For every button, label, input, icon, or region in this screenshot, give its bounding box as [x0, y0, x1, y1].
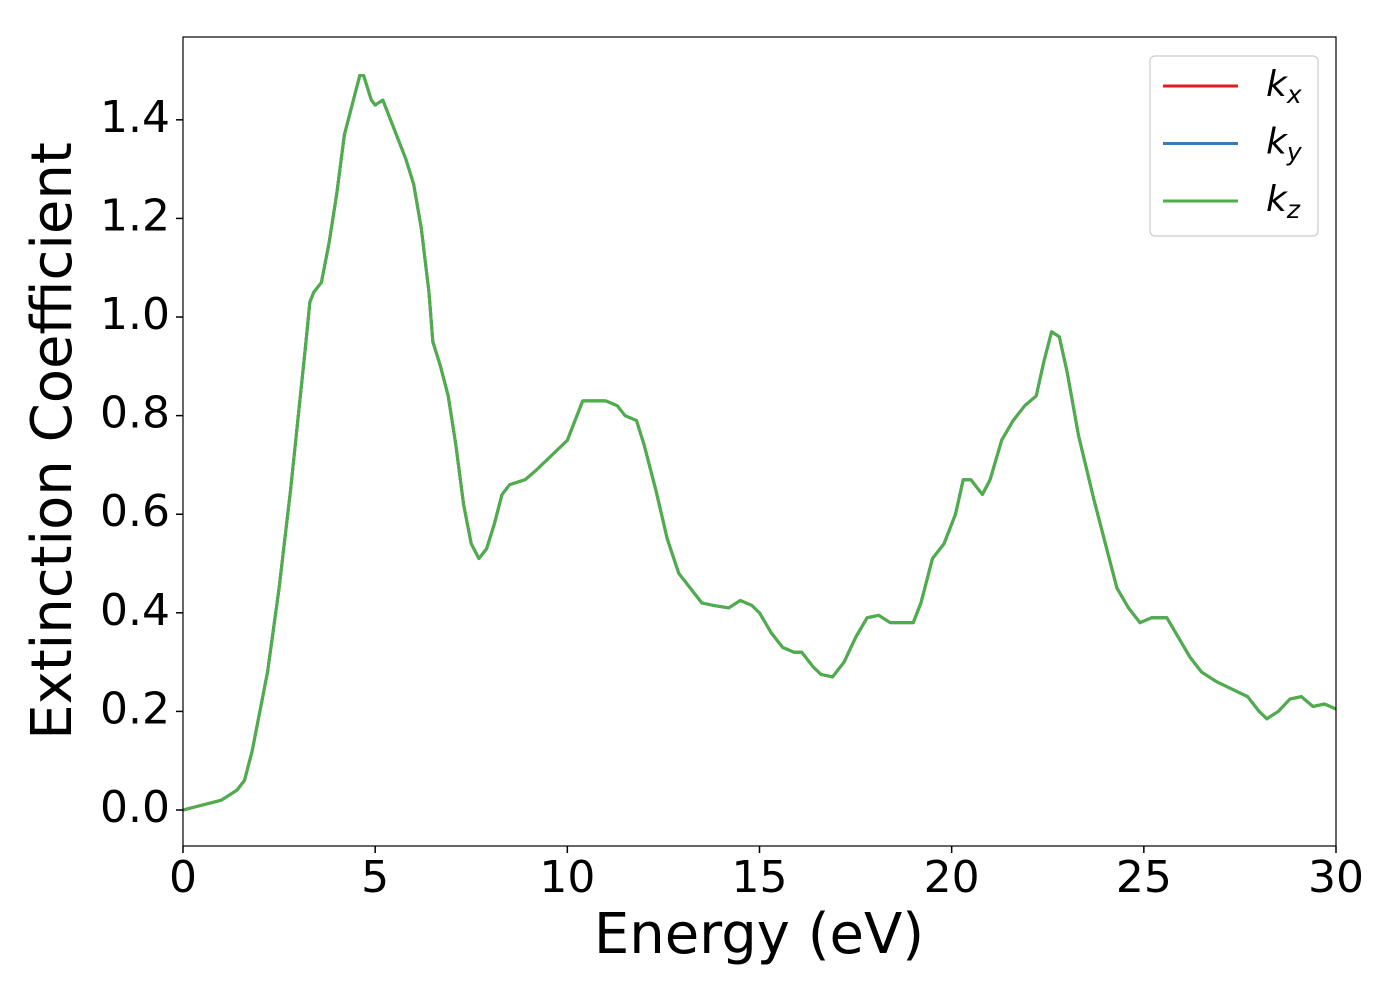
legend-label: ky: [1266, 122, 1303, 167]
y-tick-label: 0.8: [100, 388, 170, 439]
plot-lines: [183, 73, 1336, 812]
y-tick-label: 0.2: [100, 683, 170, 734]
x-tick-label: 5: [361, 852, 389, 903]
legend-box: [1149, 55, 1319, 237]
y-tick-label: 0.4: [100, 585, 170, 636]
x-axis-label: Energy (eV): [594, 902, 924, 967]
plot-frame: [182, 36, 1337, 847]
x-tick-label: 10: [539, 852, 595, 903]
y-tick-label: 1.2: [100, 190, 170, 241]
y-tick-label: 0.0: [100, 782, 170, 833]
y-tick-label: 0.6: [100, 486, 170, 537]
x-tick-label: 30: [1308, 852, 1364, 903]
line-series: [183, 73, 1336, 812]
y-tick-label: 1.4: [100, 92, 170, 143]
x-tick-label: 20: [924, 852, 980, 903]
y-axis-label: Extinction Coefficient: [20, 142, 85, 740]
x-tick-label: 25: [1116, 852, 1172, 903]
legend-label: kz: [1266, 179, 1301, 224]
x-tick-label: 0: [169, 852, 197, 903]
y-tick-label: 1.0: [100, 289, 170, 340]
x-tick-label: 15: [732, 852, 788, 903]
legend-label: kx: [1266, 64, 1302, 109]
